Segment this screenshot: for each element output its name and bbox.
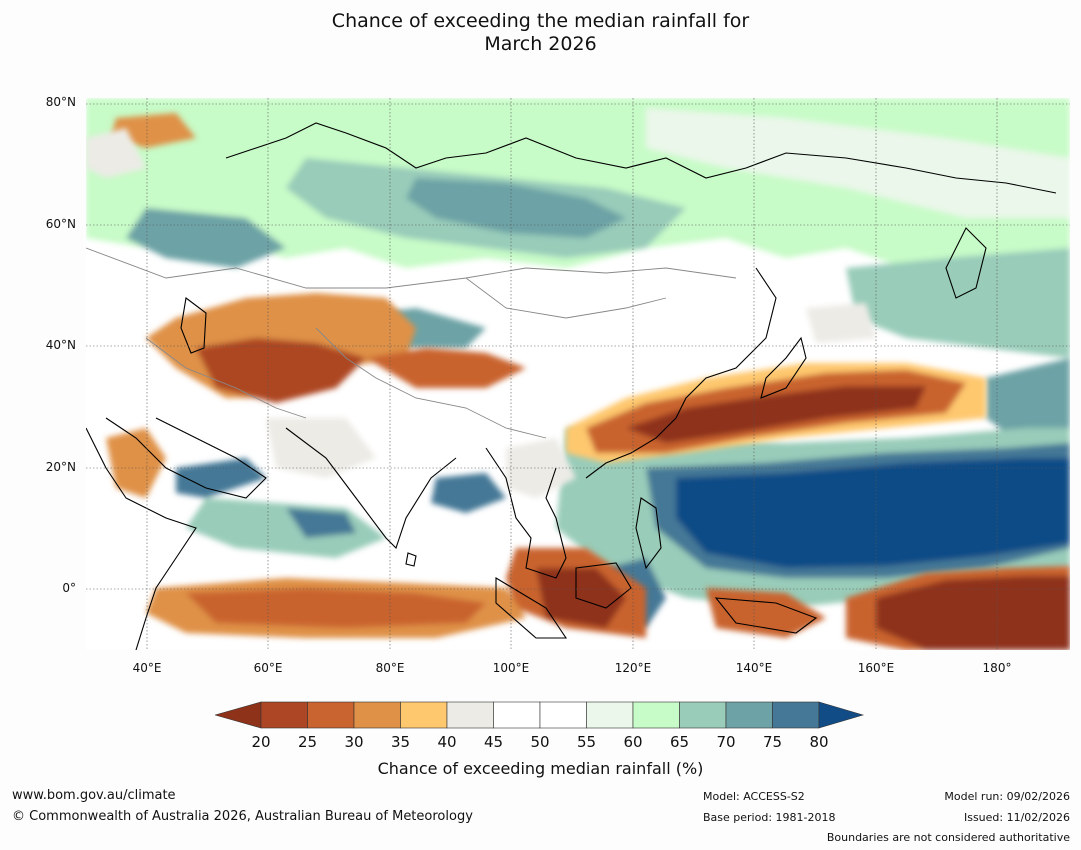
lat-label-80n: 80°N <box>45 95 76 109</box>
footer-model: Model: ACCESS-S2 <box>703 790 805 803</box>
title-line-2: March 2026 <box>484 33 597 55</box>
coastline-arabia <box>105 417 267 499</box>
coastline-india <box>285 427 457 550</box>
lon-label-80e: 80°E <box>375 661 405 675</box>
lat-label-40n: 40°N <box>45 338 76 352</box>
footer-disclaimer: Boundaries are not considered authoritat… <box>826 831 1070 844</box>
colorbar-segments <box>215 701 865 729</box>
colorbar-tick-55: 55 <box>576 733 597 751</box>
colorbar-segment-25-30 <box>307 701 355 729</box>
wet-region-arabian-sea <box>286 508 356 538</box>
dry-region-arabia-coast <box>106 428 166 498</box>
lat-label-60n: 60°N <box>45 217 76 231</box>
lon-label-180: 180° <box>982 661 1012 675</box>
colorbar-tick-25: 25 <box>297 733 318 751</box>
colorbar-label: Chance of exceeding median rainfall (%) <box>377 759 704 778</box>
colorbar-tick-80: 80 <box>809 733 829 751</box>
footer-model-run: Model run: 09/02/2026 <box>944 790 1070 803</box>
boundary-mongolia <box>465 277 667 319</box>
footer-copyright: © Commonwealth of Australia 2026, Austra… <box>12 809 473 824</box>
neutral-region-pacific <box>806 303 876 343</box>
boundary-russia-south <box>86 247 737 289</box>
map-svg <box>86 98 1070 650</box>
chart-title: Chance of exceeding the median rainfall … <box>0 10 1081 56</box>
colorbar-segment-50-55 <box>539 701 587 729</box>
graticule <box>86 98 1070 650</box>
colorbar-tick-30: 30 <box>344 733 364 751</box>
coastline-africa <box>86 427 197 650</box>
lat-label-0: 0° <box>62 581 76 595</box>
colorbar-segment-40-45 <box>446 701 494 729</box>
colorbar-tick-65: 65 <box>669 733 690 751</box>
colorbar-tick-40: 40 <box>437 733 457 751</box>
dry-region-north-arctic <box>111 113 196 148</box>
coastline-east-asia <box>585 267 777 479</box>
dry-region-south-pacific <box>876 576 1070 650</box>
coastline-kamchatka <box>945 227 987 299</box>
colorbar-segment-70-75 <box>725 701 773 729</box>
dry-region-new-guinea <box>706 588 826 638</box>
coastline-arctic <box>225 122 1057 194</box>
dry-region-china-band-core <box>626 386 926 443</box>
coastline-caspian <box>180 297 207 354</box>
colorbar-segment-30-35 <box>353 701 401 729</box>
wet-region-siberia-light <box>646 108 1070 218</box>
coastline-philippines <box>635 497 662 570</box>
footer-issued: Issued: 11/02/2026 <box>963 811 1070 824</box>
wet-region-pacific-north <box>846 248 1070 358</box>
colorbar-tick-70: 70 <box>716 733 736 751</box>
coastline-borneo <box>575 562 632 609</box>
colorbar-tick-60: 60 <box>623 733 643 751</box>
boundary-middle-east <box>145 337 307 419</box>
lon-label-120e: 120°E <box>614 661 652 675</box>
colorbar-segment-55-60 <box>586 701 634 729</box>
lon-label-160e: 160°E <box>857 661 895 675</box>
coastline-new-guinea <box>714 597 818 634</box>
coastline-sumatra <box>495 577 568 639</box>
dry-region-equatorial-indian-core <box>186 588 486 628</box>
colorbar-segment-75-80 <box>772 701 820 729</box>
lat-label-20n: 20°N <box>45 460 76 474</box>
colorbar-segment-60-65 <box>632 701 680 729</box>
colorbar-tick-50: 50 <box>530 733 550 751</box>
wet-region-siberia-core <box>406 178 626 238</box>
dry-region-central-asia-core <box>196 338 366 403</box>
wet-region-bay-of-bengal <box>431 473 506 513</box>
lon-label-140e: 140°E <box>735 661 773 675</box>
lon-label-100e: 100°E <box>492 661 530 675</box>
colorbar-segment-45-50 <box>493 701 541 729</box>
colorbar-tick-35: 35 <box>390 733 411 751</box>
title-line-1: Chance of exceeding the median rainfall … <box>331 10 750 32</box>
lon-label-60e: 60°E <box>253 661 283 675</box>
colorbar-tick-20: 20 <box>251 733 271 751</box>
colorbar-segment-35-40 <box>400 701 448 729</box>
footer-base-period: Base period: 1981-2018 <box>703 811 836 824</box>
neutral-region-arctic <box>86 128 146 178</box>
colorbar-tick-45: 45 <box>483 733 504 751</box>
country-boundaries <box>86 247 737 439</box>
colorbar-segment-20-25 <box>260 701 308 729</box>
coastline-japan <box>760 336 807 399</box>
neutral-regions <box>86 128 876 498</box>
colorbar-tick-75: 75 <box>762 733 783 751</box>
wet-region-pacific-deep <box>676 458 1070 568</box>
lon-label-40e: 40°E <box>132 661 162 675</box>
rainfall-probability-map <box>86 98 1070 650</box>
colorbar-extend-high <box>818 701 865 729</box>
wet-region-west-siberia <box>126 208 286 268</box>
colorbar-segment-65-70 <box>679 701 727 729</box>
colorbar-extend-low <box>215 701 262 729</box>
footer-website: www.bom.gov.au/climate <box>12 788 176 803</box>
coastline-sri-lanka <box>405 552 417 567</box>
boundary-china-west <box>315 327 547 439</box>
colorbar <box>215 701 865 729</box>
dry-region-tibet <box>366 348 526 388</box>
dry-region-maritime-core <box>536 568 626 628</box>
dry-anomaly-regions <box>106 113 1070 650</box>
